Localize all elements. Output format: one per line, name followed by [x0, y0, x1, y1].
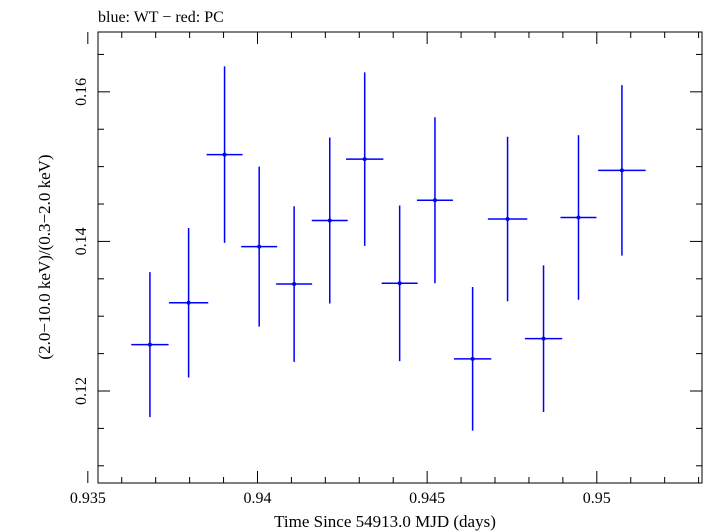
- data-point: [311, 137, 348, 304]
- data-point: [598, 85, 646, 256]
- point-marker: [222, 152, 227, 157]
- data-point: [453, 287, 492, 431]
- data-point: [276, 206, 313, 362]
- x-tick-label: 0.95: [583, 490, 611, 507]
- point-marker: [327, 218, 332, 223]
- x-tick-label: 0.945: [409, 490, 445, 507]
- chart-title: blue: WT − red: PC: [98, 9, 224, 26]
- data-point: [487, 136, 528, 302]
- point-marker: [576, 215, 581, 220]
- data-point: [381, 205, 418, 362]
- point-marker: [397, 281, 402, 286]
- axis-ticks: [87, 32, 702, 483]
- y-tick-label: 0.12: [73, 377, 90, 405]
- data-point: [560, 135, 597, 300]
- point-marker: [505, 216, 510, 221]
- point-marker: [432, 198, 437, 203]
- data-point: [131, 272, 169, 418]
- point-marker: [362, 157, 367, 162]
- data-point: [168, 227, 209, 378]
- point-marker: [619, 168, 624, 173]
- data-point: [524, 265, 563, 412]
- y-tick-label: 0.14: [73, 227, 90, 255]
- point-marker: [541, 336, 546, 341]
- tick-labels: 0.935 0.94 0.945 0.95 0.12 0.14 0.16: [70, 78, 611, 507]
- point-marker: [186, 300, 191, 305]
- data-point: [346, 72, 384, 246]
- plot-frame: [97, 31, 703, 484]
- point-marker: [292, 282, 297, 287]
- point-marker: [147, 342, 152, 347]
- point-marker: [257, 244, 262, 249]
- data-point: [241, 166, 278, 327]
- data-point: [206, 66, 243, 243]
- data-point: [416, 117, 453, 284]
- point-marker: [470, 356, 475, 361]
- x-tick-label: 0.935: [70, 490, 106, 507]
- data-points: [131, 66, 646, 431]
- x-axis-label: Time Since 54913.0 MJD (days): [274, 512, 496, 531]
- x-tick-label: 0.94: [243, 490, 271, 507]
- y-tick-label: 0.16: [73, 78, 90, 106]
- y-axis-label: (2.0−10.0 keV)/(0.3−2.0 keV): [35, 154, 54, 359]
